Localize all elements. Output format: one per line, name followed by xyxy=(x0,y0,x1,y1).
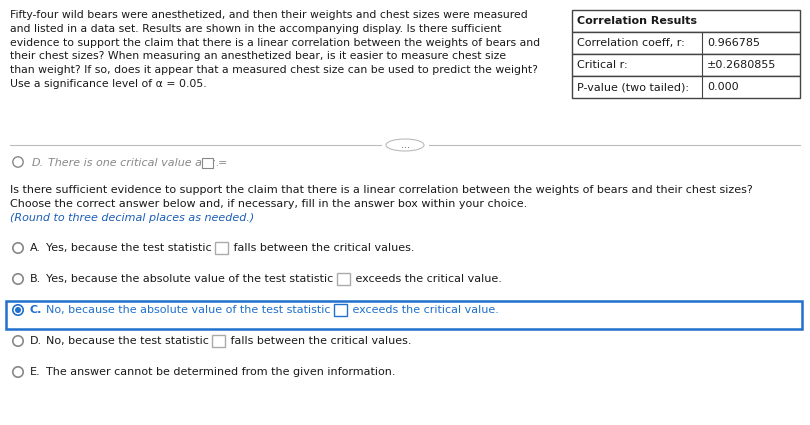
FancyBboxPatch shape xyxy=(6,301,802,329)
Circle shape xyxy=(13,157,23,167)
Text: their chest sizes? When measuring an anesthetized bear, is it easier to measure : their chest sizes? When measuring an ane… xyxy=(10,51,506,61)
Text: B.: B. xyxy=(30,274,41,284)
Text: falls between the critical values.: falls between the critical values. xyxy=(230,243,415,253)
Text: Is there sufficient evidence to support the claim that there is a linear correla: Is there sufficient evidence to support … xyxy=(10,185,752,195)
Text: Use a significance level of α = 0.05.: Use a significance level of α = 0.05. xyxy=(10,79,207,89)
FancyBboxPatch shape xyxy=(572,76,800,98)
Text: C.: C. xyxy=(30,305,42,315)
Text: No, because the test statistic: No, because the test statistic xyxy=(46,336,212,346)
FancyBboxPatch shape xyxy=(334,304,347,316)
Text: evidence to support the claim that there is a linear correlation between the wei: evidence to support the claim that there… xyxy=(10,37,540,48)
FancyBboxPatch shape xyxy=(572,54,800,76)
Circle shape xyxy=(13,336,23,346)
Text: D.: D. xyxy=(30,336,42,346)
Text: 0.966785: 0.966785 xyxy=(707,38,760,48)
FancyBboxPatch shape xyxy=(202,158,213,168)
Circle shape xyxy=(13,367,23,377)
Text: Correlation coeff, r:: Correlation coeff, r: xyxy=(577,38,684,48)
Text: E.: E. xyxy=(30,367,40,377)
FancyBboxPatch shape xyxy=(572,10,800,32)
Text: falls between the critical values.: falls between the critical values. xyxy=(228,336,411,346)
Text: There is one critical value at r =: There is one critical value at r = xyxy=(48,158,228,168)
Ellipse shape xyxy=(386,139,424,151)
Text: A.: A. xyxy=(30,243,41,253)
Text: exceeds the critical value.: exceeds the critical value. xyxy=(349,305,499,315)
Text: Choose the correct answer below and, if necessary, fill in the answer box within: Choose the correct answer below and, if … xyxy=(10,199,527,209)
FancyBboxPatch shape xyxy=(572,32,800,54)
FancyBboxPatch shape xyxy=(337,273,350,285)
Text: exceeds the critical value.: exceeds the critical value. xyxy=(352,274,501,284)
Text: (Round to three decimal places as needed.): (Round to three decimal places as needed… xyxy=(10,213,254,223)
Text: The answer cannot be determined from the given information.: The answer cannot be determined from the… xyxy=(46,367,395,377)
FancyBboxPatch shape xyxy=(212,335,225,347)
Text: P-value (two tailed):: P-value (two tailed): xyxy=(577,82,689,92)
Text: Yes, because the absolute value of the test statistic: Yes, because the absolute value of the t… xyxy=(46,274,337,284)
Text: No, because the absolute value of the test statistic: No, because the absolute value of the te… xyxy=(46,305,334,315)
Text: than weight? If so, does it appear that a measured chest size can be used to pre: than weight? If so, does it appear that … xyxy=(10,65,538,75)
Text: ...: ... xyxy=(400,140,410,150)
Circle shape xyxy=(15,307,21,313)
Text: Correlation Results: Correlation Results xyxy=(577,16,697,26)
Circle shape xyxy=(13,243,23,253)
Text: Critical r:: Critical r: xyxy=(577,60,628,70)
Text: D.: D. xyxy=(32,158,44,168)
Circle shape xyxy=(13,305,23,315)
Text: 0.000: 0.000 xyxy=(707,82,739,92)
FancyBboxPatch shape xyxy=(215,242,228,254)
Circle shape xyxy=(13,274,23,284)
Text: Fifty-four wild bears were anesthetized, and then their weights and chest sizes : Fifty-four wild bears were anesthetized,… xyxy=(10,10,528,20)
Text: .: . xyxy=(215,158,220,168)
Text: Yes, because the test statistic: Yes, because the test statistic xyxy=(46,243,215,253)
Text: ±0.2680855: ±0.2680855 xyxy=(707,60,776,70)
Text: and listed in a data set. Results are shown in the accompanying display. Is ther: and listed in a data set. Results are sh… xyxy=(10,24,501,34)
